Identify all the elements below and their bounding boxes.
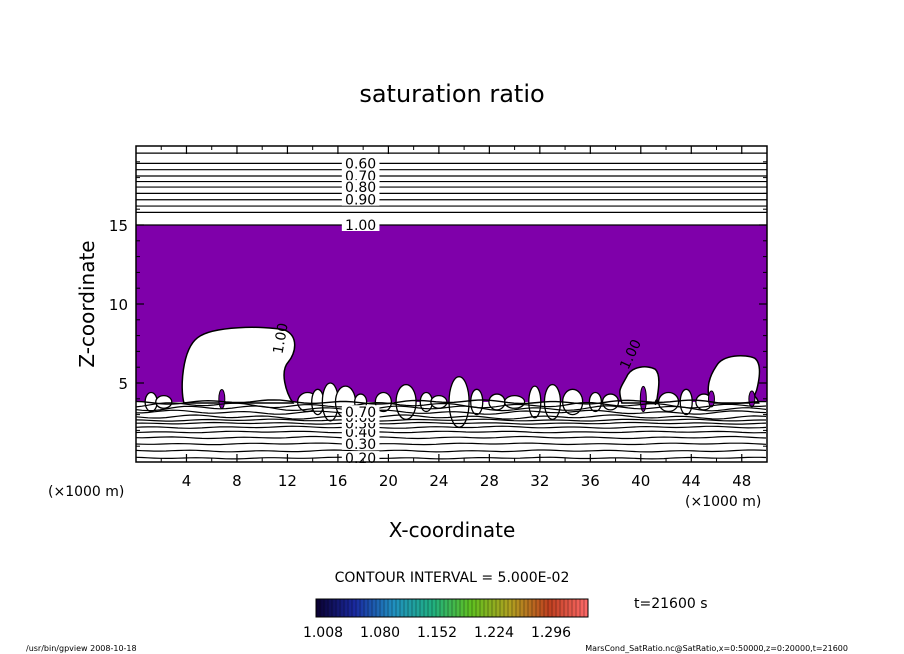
supersaturated-pocket — [748, 390, 756, 408]
clear-bump — [155, 394, 173, 409]
contour-line — [136, 430, 767, 434]
x-axis-ticks: 4 8 12 16 20 24 28 32 36 40 44 48 — [160, 146, 751, 490]
contour-label: 0.30 — [345, 437, 376, 453]
colorbar-label: 1.152 — [417, 625, 457, 641]
inline-contour-label: 1.00 — [271, 322, 292, 355]
contour-label: 1.00 — [345, 218, 376, 234]
colorbar-label: 1.224 — [474, 625, 514, 641]
clear-bump — [588, 391, 603, 413]
footer-right: MarsCond_SatRatio.nc@SatRatio,x=0:50000,… — [585, 644, 848, 653]
contour-label-bg — [341, 169, 380, 183]
x-unit-right: (×1000 m) — [685, 494, 761, 510]
x-tick-label: 20 — [379, 472, 398, 490]
contour-label: 0.20 — [345, 451, 376, 467]
footer-left: /usr/bin/gpview 2008-10-18 — [26, 644, 137, 653]
colorbar-label: 1.296 — [531, 625, 571, 641]
colorbar-labels: 1.008 1.080 1.152 1.224 1.296 — [303, 625, 571, 641]
contour-line — [136, 442, 767, 446]
contour-line — [136, 449, 767, 453]
contour-line — [136, 456, 767, 460]
contour-label: 0.70 — [345, 405, 376, 421]
contour-line — [136, 401, 767, 409]
contour-label-bg — [341, 451, 380, 465]
x-tick-label: 44 — [682, 472, 701, 490]
y-tick-label: 15 — [109, 217, 128, 235]
x-axis-label: X-coordinate — [389, 518, 516, 542]
x-tick-label: 40 — [631, 472, 650, 490]
contour-line — [136, 399, 766, 405]
colorbar-label: 1.008 — [303, 625, 343, 641]
y-tick-label: 5 — [118, 375, 128, 393]
contour-line — [136, 435, 767, 440]
contour-label-bg — [341, 192, 380, 206]
supersaturated-pocket — [707, 390, 715, 408]
contour-label-bg — [341, 436, 380, 450]
colorbar-label: 1.080 — [360, 625, 400, 641]
colorbar-frame — [315, 598, 589, 618]
x-tick-label: 24 — [429, 472, 448, 490]
clear-bump — [679, 388, 693, 416]
contour-label-bg — [341, 405, 380, 419]
contour-label: 0.80 — [345, 180, 376, 196]
clear-patch-0 — [181, 326, 296, 404]
chart-title: saturation ratio — [359, 80, 544, 108]
contour-label: 0.90 — [345, 193, 376, 209]
contour-label-bg — [341, 218, 380, 231]
contour-label: 0.60 — [345, 156, 376, 172]
y-tick-label: 10 — [109, 296, 128, 314]
colorbar — [315, 598, 589, 618]
x-tick-label: 16 — [328, 472, 347, 490]
x-tick-label: 48 — [732, 472, 751, 490]
contour-line — [136, 405, 767, 412]
y-axis-ticks: 5 10 15 — [109, 161, 767, 447]
contour-interval-label: CONTOUR INTERVAL = 5.000E-02 — [335, 570, 570, 586]
contour-line — [136, 425, 767, 429]
x-tick-label: 12 — [278, 472, 297, 490]
x-tick-label: 28 — [480, 472, 499, 490]
x-tick-label: 36 — [581, 472, 600, 490]
x-tick-label: 4 — [182, 472, 192, 490]
contour-line — [136, 409, 767, 415]
supersaturated-pocket — [639, 385, 647, 413]
contour-line — [136, 414, 767, 420]
contour-label-bg — [341, 156, 380, 170]
time-label: t=21600 s — [634, 596, 708, 612]
x-tick-label: 8 — [232, 472, 242, 490]
clear-bump — [470, 388, 484, 416]
contour-line — [136, 421, 767, 425]
contour-line — [136, 418, 766, 422]
plot-area — [136, 152, 767, 460]
x-unit-left: (×1000 m) — [48, 484, 124, 500]
contour-label-bg — [341, 180, 380, 194]
supersaturated-pocket — [218, 388, 226, 409]
y-axis-label: Z-coordinate — [75, 240, 99, 367]
x-tick-label: 32 — [530, 472, 549, 490]
